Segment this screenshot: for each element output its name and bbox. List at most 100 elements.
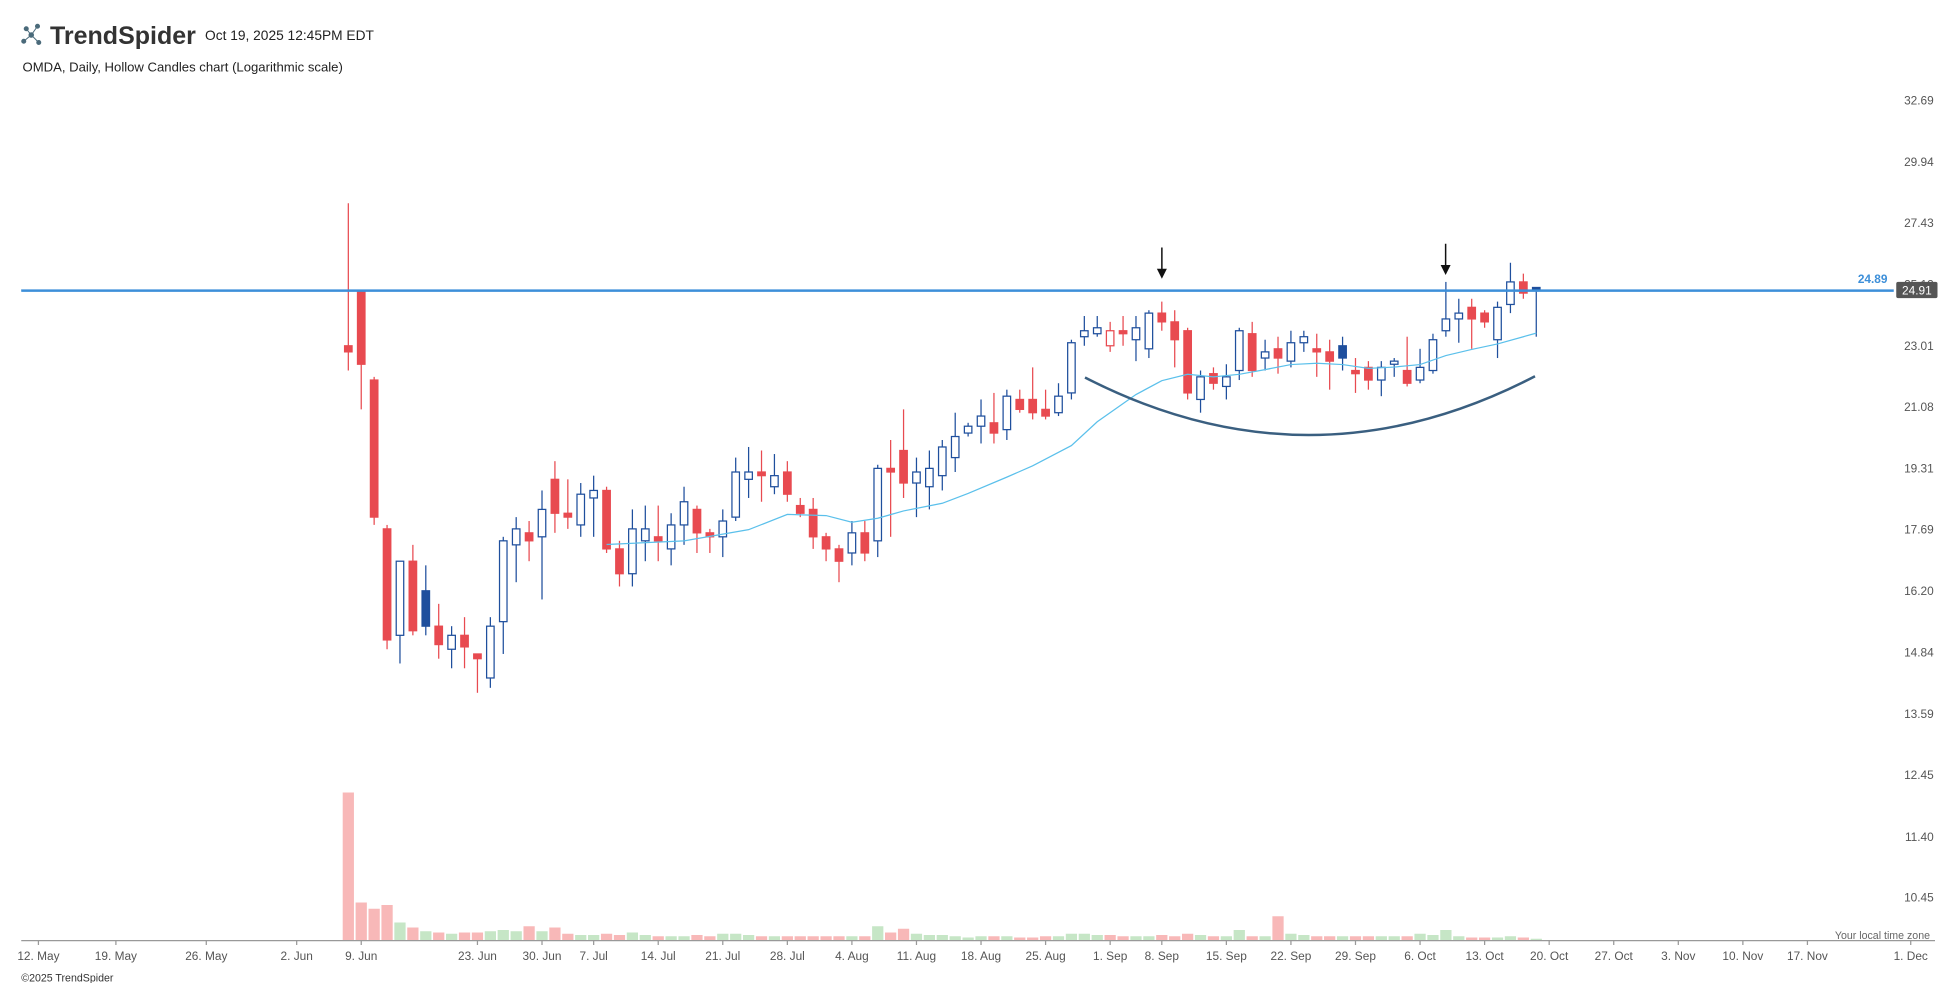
volume-bar bbox=[949, 936, 961, 940]
candle-body bbox=[1376, 366, 1386, 381]
candle-body bbox=[1105, 330, 1115, 347]
candle-body bbox=[1428, 339, 1438, 372]
x-tick-label: 1. Sep bbox=[1093, 949, 1128, 963]
candle-body bbox=[937, 446, 947, 477]
x-tick-label: 11. Aug bbox=[897, 949, 936, 963]
volume-bar bbox=[846, 936, 858, 940]
candle-body bbox=[511, 528, 521, 546]
candle-body bbox=[1299, 336, 1309, 344]
volume-layer bbox=[342, 792, 1542, 940]
candle-body bbox=[485, 625, 495, 679]
candle-body bbox=[1041, 408, 1050, 417]
moving-average-line bbox=[606, 332, 1537, 546]
volume-bar bbox=[484, 931, 496, 940]
volume-bar bbox=[394, 922, 406, 940]
volume-bar bbox=[1336, 936, 1349, 940]
y-tick-label: 29.94 bbox=[1904, 155, 1934, 169]
candle-body bbox=[834, 548, 844, 562]
candle-body bbox=[369, 379, 379, 518]
volume-bar bbox=[781, 936, 793, 940]
candle-body bbox=[679, 501, 689, 526]
candle-body bbox=[498, 540, 508, 623]
candle-body bbox=[912, 471, 921, 484]
candle-body bbox=[1079, 330, 1089, 338]
chart-title: OMDA, Daily, Hollow Candles chart (Logar… bbox=[23, 59, 343, 74]
x-tick-label: 21. Jul bbox=[705, 949, 740, 963]
x-tick-label: 2. Jun bbox=[281, 949, 313, 963]
candle-body bbox=[1144, 312, 1154, 350]
candle-body bbox=[886, 467, 896, 473]
volume-bar bbox=[768, 936, 781, 940]
candle-body bbox=[1221, 376, 1231, 388]
candle-body bbox=[950, 435, 960, 459]
volume-bar bbox=[872, 926, 884, 940]
x-tick-label: 10. Nov bbox=[1722, 949, 1763, 963]
brand: TrendSpider bbox=[50, 22, 196, 50]
volume-bar bbox=[1259, 936, 1271, 940]
candle-body bbox=[640, 528, 650, 542]
candle-body bbox=[1092, 327, 1102, 335]
candle-body bbox=[434, 625, 444, 646]
candle-body bbox=[1157, 312, 1167, 323]
y-tick-label: 32.69 bbox=[1904, 93, 1934, 107]
volume-bar bbox=[1401, 936, 1413, 940]
volume-bar bbox=[1078, 933, 1090, 940]
volume-bar bbox=[652, 936, 664, 940]
volume-bar bbox=[1194, 935, 1207, 940]
volume-bar bbox=[1091, 935, 1103, 940]
candle-body bbox=[1338, 345, 1347, 359]
candle-body bbox=[408, 560, 418, 632]
volume-bar bbox=[433, 932, 445, 940]
volume-bar bbox=[1427, 935, 1439, 940]
volume-bar bbox=[1440, 930, 1452, 940]
candle-body bbox=[447, 634, 456, 650]
x-tick-label: 3. Nov bbox=[1661, 949, 1695, 963]
volume-bar bbox=[1169, 936, 1181, 940]
volume-bar bbox=[1220, 936, 1232, 940]
arrow bbox=[1440, 243, 1451, 275]
y-tick-label: 10.45 bbox=[1904, 891, 1934, 905]
candle-body bbox=[576, 493, 586, 526]
x-tick-label: 17. Nov bbox=[1787, 949, 1828, 963]
volume-bar bbox=[1349, 936, 1362, 940]
x-tick-label: 19. May bbox=[95, 949, 137, 963]
candle-body bbox=[356, 289, 366, 365]
volume-bar bbox=[1285, 933, 1297, 940]
last-price-box bbox=[1896, 281, 1938, 299]
volume-bar bbox=[962, 937, 974, 940]
volume-bar bbox=[678, 936, 690, 940]
candle-body bbox=[1015, 398, 1025, 410]
y-tick-label: 14.84 bbox=[1904, 645, 1934, 659]
candle-body bbox=[1028, 398, 1038, 414]
logo-icon bbox=[21, 23, 42, 45]
candle-body bbox=[1196, 376, 1205, 401]
y-tick-label: 11.40 bbox=[1905, 830, 1934, 844]
candle-body bbox=[421, 590, 431, 627]
volume-bar bbox=[807, 936, 819, 940]
candle-body bbox=[537, 508, 547, 538]
candle-body bbox=[989, 422, 999, 434]
volume-bar bbox=[1027, 937, 1039, 940]
volume-bar bbox=[1311, 936, 1323, 940]
volume-bar bbox=[717, 933, 729, 940]
candle-body bbox=[382, 528, 392, 641]
volume-bar bbox=[730, 933, 742, 940]
x-tick-label: 29. Sep bbox=[1335, 949, 1376, 963]
candle-body bbox=[563, 512, 573, 518]
candle-body bbox=[1441, 318, 1451, 332]
volume-bar bbox=[1039, 936, 1052, 940]
volume-bar bbox=[1504, 936, 1517, 940]
volume-bar bbox=[575, 935, 587, 940]
volume-bar bbox=[1065, 933, 1078, 940]
volume-bar bbox=[588, 935, 600, 940]
volume-bar bbox=[1156, 935, 1168, 940]
candle-body bbox=[589, 489, 599, 499]
y-tick-label: 27.43 bbox=[1904, 216, 1934, 230]
volume-bar bbox=[368, 908, 380, 940]
candle-body bbox=[1312, 348, 1322, 353]
candle-body bbox=[615, 548, 624, 575]
candle-body bbox=[1415, 366, 1425, 381]
candle-body bbox=[847, 532, 857, 554]
volume-bar bbox=[1362, 936, 1375, 940]
